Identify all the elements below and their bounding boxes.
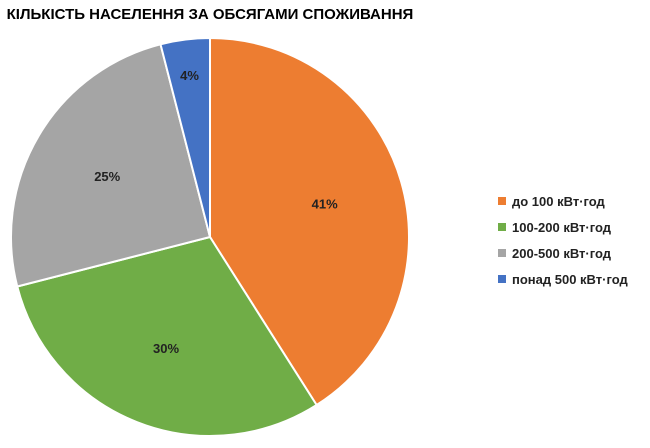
- pie-slice-3: [159, 36, 211, 238]
- pie-slice-1: [16, 235, 319, 437]
- slice-label-3: 4%: [180, 68, 199, 83]
- legend-label-0: до 100 кВт·год: [512, 193, 605, 209]
- slice-label-2: 25%: [94, 169, 120, 184]
- legend-swatch-2: [498, 249, 506, 257]
- legend-swatch-3: [498, 275, 506, 283]
- chart-title: КІЛЬКІСТЬ НАСЕЛЕННЯ ЗА ОБСЯГАМИ СПОЖИВАН…: [6, 6, 414, 23]
- slice-label-0: 41%: [312, 197, 338, 212]
- legend-item-3: понад 500 кВт·год: [498, 266, 628, 292]
- legend-label-1: 100-200 кВт·год: [512, 219, 612, 235]
- pie-slice-2: [10, 43, 212, 288]
- legend-swatch-1: [498, 223, 506, 231]
- legend-label-2: 200-500 кВт·год: [512, 245, 612, 261]
- legend-label-3: понад 500 кВт·год: [512, 271, 628, 287]
- slice-label-1: 30%: [153, 341, 179, 356]
- legend-swatch-0: [498, 197, 506, 205]
- legend: до 100 кВт·год 100-200 кВт·год 200-500 к…: [498, 188, 628, 292]
- legend-item-2: 200-500 кВт·год: [498, 240, 628, 266]
- legend-item-1: 100-200 кВт·год: [498, 214, 628, 240]
- legend-item-0: до 100 кВт·год: [498, 188, 628, 214]
- pie-slice-0: [209, 36, 410, 407]
